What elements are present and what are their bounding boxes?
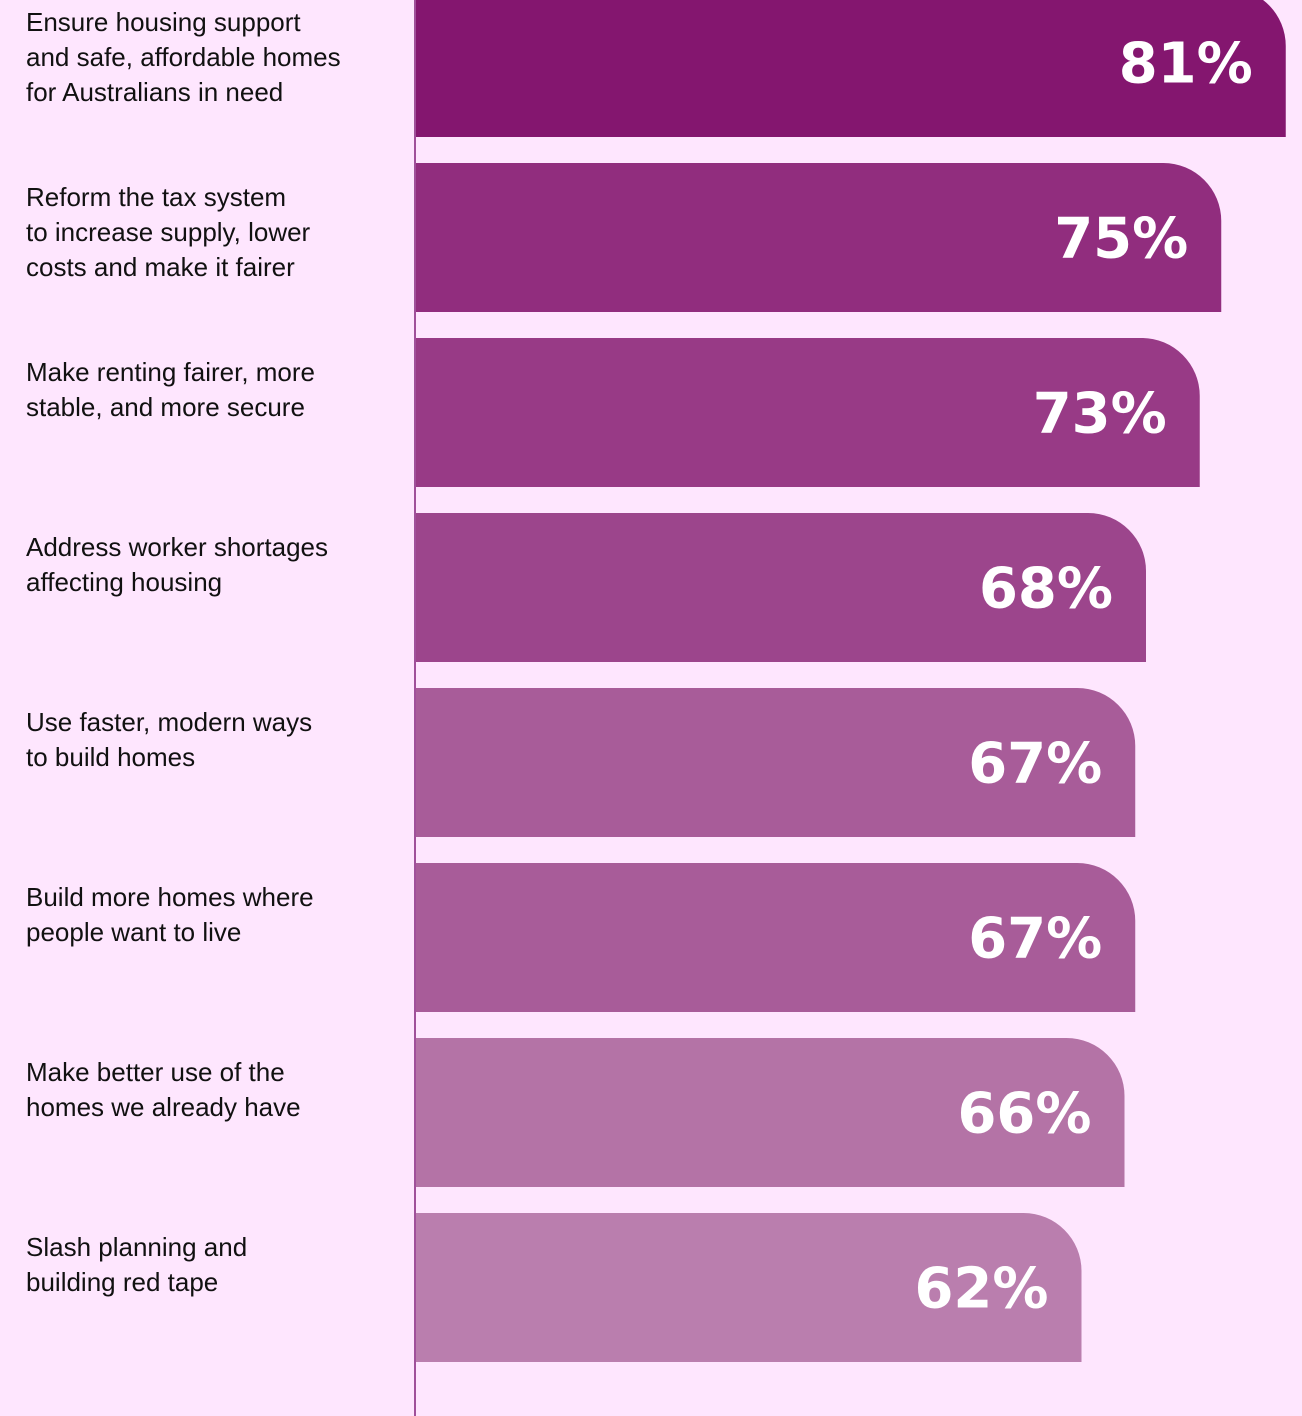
category-label-line: to increase supply, lower bbox=[26, 217, 311, 247]
bar-5 bbox=[415, 688, 1136, 837]
bar-8 bbox=[415, 1213, 1082, 1362]
category-label-4: Address worker shortages affecting housin… bbox=[26, 530, 406, 600]
value-label-7: 66% bbox=[957, 1082, 1091, 1147]
bar-4 bbox=[415, 513, 1146, 662]
category-label-line: for Australians in need bbox=[26, 77, 284, 107]
bar-7 bbox=[415, 1038, 1125, 1187]
value-label-4: 68% bbox=[979, 557, 1113, 622]
category-label-1: Ensure housing support and safe, affordab… bbox=[26, 5, 406, 110]
category-label-line: and safe, affordable homes bbox=[26, 42, 341, 72]
category-label-line: Make better use of the bbox=[26, 1057, 285, 1087]
category-label-line: Address worker shortages bbox=[26, 532, 329, 562]
category-label-line: building red tape bbox=[26, 1267, 219, 1297]
value-label-8: 62% bbox=[914, 1257, 1048, 1322]
category-label-line: to build homes bbox=[26, 742, 196, 772]
category-label-line: Make renting fairer, more bbox=[26, 357, 316, 387]
value-label-1: 81% bbox=[1119, 32, 1253, 97]
category-label-line: Reform the tax system bbox=[26, 182, 287, 212]
value-label-5: 67% bbox=[968, 732, 1102, 797]
value-label-3: 73% bbox=[1033, 382, 1167, 447]
category-label-2: Reform the tax system to increase supply,… bbox=[26, 180, 406, 285]
category-label-5: Use faster, modern ways to build homes bbox=[26, 705, 406, 775]
bar-6 bbox=[415, 863, 1136, 1012]
category-label-line: affecting housing bbox=[26, 567, 223, 597]
category-label-line: homes we already have bbox=[26, 1092, 301, 1122]
category-label-8: Slash planning and building red tape bbox=[26, 1230, 406, 1300]
category-label-line: Build more homes where bbox=[26, 882, 314, 912]
category-label-6: Build more homes where people want to liv… bbox=[26, 880, 406, 950]
category-label-line: Use faster, modern ways bbox=[26, 707, 313, 737]
category-label-3: Make renting fairer, more stable, and mor… bbox=[26, 355, 406, 425]
category-label-line: stable, and more secure bbox=[26, 392, 305, 422]
category-label-line: Ensure housing support bbox=[26, 7, 301, 37]
bar-3 bbox=[415, 338, 1200, 487]
bar-2 bbox=[415, 163, 1222, 312]
value-label-6: 67% bbox=[968, 907, 1102, 972]
category-label-line: Slash planning and bbox=[26, 1232, 248, 1262]
category-label-line: people want to live bbox=[26, 917, 242, 947]
bar-1 bbox=[415, 0, 1286, 137]
category-label-7: Make better use of the homes we already h… bbox=[26, 1055, 406, 1125]
category-label-line: costs and make it fairer bbox=[26, 252, 295, 282]
value-label-2: 75% bbox=[1054, 207, 1188, 272]
y-axis-line bbox=[414, 0, 416, 1416]
